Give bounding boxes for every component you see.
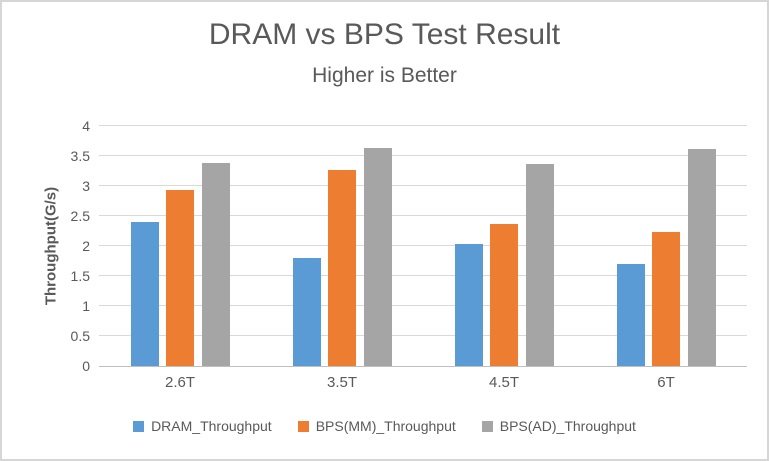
chart-title: DRAM vs BPS Test Result [208, 18, 561, 51]
y-tick-label: 0.5 [70, 328, 90, 344]
x-tick-label: 6T [657, 374, 675, 391]
legend: DRAM_Throughput BPS(MM)_Throughput BPS(AD)… [2, 418, 767, 434]
bar-BPS(MM)_Throughput-3.5T [328, 169, 356, 366]
y-tick-label: 3.5 [70, 148, 90, 164]
gridline [99, 185, 747, 186]
bar-DRAM_Throughput-4.5T [454, 243, 483, 366]
gridline [99, 245, 747, 246]
legend-item: BPS(AD)_Throughput [481, 418, 636, 434]
legend-swatch [297, 420, 309, 432]
gridline [99, 125, 747, 126]
legend-item: BPS(MM)_Throughput [297, 418, 456, 434]
gridline [99, 275, 747, 276]
gridline [99, 335, 747, 336]
gridline [99, 305, 747, 306]
gridline [99, 155, 747, 156]
x-tick-label: 4.5T [488, 374, 519, 391]
legend-label: BPS(AD)_Throughput [499, 418, 636, 434]
bar-DRAM_Throughput-2.6T [130, 222, 159, 366]
y-tick-label: 2.5 [70, 208, 90, 224]
bar-BPS(MM)_Throughput-4.5T [490, 223, 518, 366]
y-tick-label: 3 [82, 178, 90, 194]
x-tick-label: 3.5T [326, 374, 357, 391]
y-tick-label: 0 [82, 358, 90, 374]
y-tick-label: 2 [82, 238, 90, 254]
legend-label: BPS(MM)_Throughput [315, 418, 456, 434]
chart-subtitle: Higher is Better [312, 64, 457, 87]
bar-DRAM_Throughput-3.5T [292, 258, 321, 366]
bar-BPS(AD)_Throughput-4.5T [525, 163, 554, 366]
legend-item: DRAM_Throughput [133, 418, 272, 434]
y-tick-label: 1 [82, 298, 90, 314]
bar-BPS(MM)_Throughput-6T [652, 231, 680, 366]
bar-DRAM_Throughput-6T [616, 264, 645, 366]
gridline [99, 215, 747, 216]
bar-BPS(AD)_Throughput-3.5T [363, 147, 392, 366]
x-tick-label: 2.6T [164, 374, 195, 391]
bar-BPS(MM)_Throughput-2.6T [166, 190, 194, 366]
bar-BPS(AD)_Throughput-6T [687, 148, 716, 366]
y-tick-label: 1.5 [70, 268, 90, 284]
bar-BPS(AD)_Throughput-2.6T [201, 162, 230, 366]
plot-area [99, 125, 747, 367]
legend-swatch [481, 420, 493, 432]
y-tick-label: 4 [82, 118, 90, 134]
legend-label: DRAM_Throughput [151, 418, 272, 434]
x-axis-line [99, 366, 747, 367]
legend-swatch [133, 420, 145, 432]
